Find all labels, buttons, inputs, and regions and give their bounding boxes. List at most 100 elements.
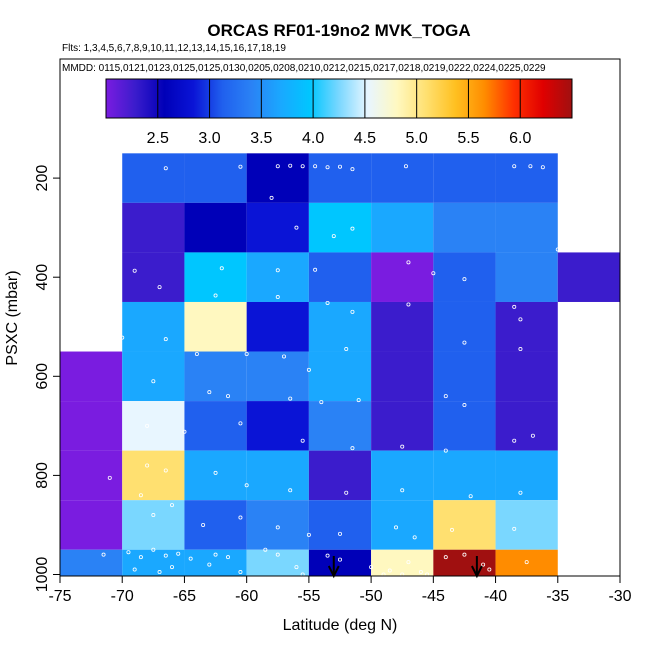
sample-point: [528, 164, 533, 169]
heatmap-cell: [246, 301, 309, 352]
sample-point: [512, 304, 517, 309]
sample-point: [344, 490, 349, 495]
sample-point: [462, 340, 467, 345]
sample-point: [462, 277, 467, 282]
sample-point: [182, 429, 187, 434]
sample-point: [138, 555, 143, 560]
heatmap-cells: [60, 153, 620, 576]
heatmap-cell: [433, 301, 496, 352]
heatmap-cell: [371, 500, 434, 550]
heatmap-cell: [371, 549, 434, 576]
sample-point: [540, 165, 545, 170]
sample-point: [169, 503, 174, 508]
colorbar-tick-label: 4.0: [302, 130, 324, 147]
heatmap-cell: [308, 153, 372, 203]
plot-frame: [59, 58, 621, 577]
sample-point: [294, 225, 299, 230]
heatmap-cell: [184, 202, 247, 253]
sample-point: [138, 493, 143, 498]
sample-point: [462, 552, 467, 557]
sample-point: [350, 167, 355, 172]
x-tick-label: -75: [48, 588, 71, 605]
sample-point: [468, 494, 473, 499]
sample-point: [213, 293, 218, 298]
heatmap-cell: [308, 401, 372, 451]
colorbar-gradient-bar: [105, 78, 573, 119]
sample-point: [350, 309, 355, 314]
x-tick-label: -45: [422, 588, 445, 605]
heatmap-cell: [495, 301, 558, 352]
heatmap-cell: [308, 500, 372, 550]
sample-point: [300, 438, 305, 443]
heatmap-cell: [246, 252, 309, 302]
colorbar-tick-label: 5.0: [406, 130, 428, 147]
sample-point: [337, 557, 342, 562]
heatmap-cell: [433, 549, 496, 576]
sample-point: [275, 525, 280, 530]
heatmap-cell: [495, 252, 558, 302]
sample-point: [406, 302, 411, 307]
sample-point: [300, 164, 305, 169]
heatmap-cell: [433, 500, 496, 550]
heatmap-cell: [495, 500, 558, 550]
y-tick-label: 200: [34, 165, 51, 192]
heatmap-cell: [60, 500, 123, 550]
sample-point: [344, 347, 349, 352]
dates-subtitle: MMDD: 0115,0121,0123,0125,0125,0130,0205…: [62, 63, 546, 74]
sample-point: [306, 532, 311, 537]
sample-point: [120, 335, 125, 340]
sample-point: [275, 295, 280, 300]
sample-point: [288, 163, 293, 168]
sample-point: [313, 267, 318, 272]
sample-point: [151, 547, 156, 552]
sample-point: [431, 271, 436, 276]
sample-point: [225, 394, 230, 399]
sample-point: [331, 234, 336, 239]
sample-point: [157, 285, 162, 290]
heatmap-cell: [246, 549, 309, 576]
sample-point: [275, 164, 280, 169]
chart-title: ORCAS RF01-19no2 MVK_TOGA: [207, 21, 470, 40]
sample-point: [238, 421, 243, 426]
sample-point: [151, 379, 156, 384]
heatmap-cell: [184, 153, 247, 203]
sample-point: [238, 515, 243, 520]
x-tick-label: -40: [484, 588, 507, 605]
heatmap-cell: [184, 401, 247, 451]
heatmap-cell: [495, 450, 558, 501]
sample-point: [481, 562, 486, 567]
sample-point: [393, 525, 398, 530]
x-axis: -75 -70 -65 -60 -55 -50 -45 -40 -35 -30: [48, 576, 632, 605]
sample-point: [412, 535, 417, 540]
x-tick-label: -60: [235, 588, 258, 605]
sample-point: [369, 565, 374, 570]
sample-point: [443, 555, 448, 560]
sample-point: [107, 475, 112, 480]
sample-point: [512, 438, 517, 443]
colorbar-tick-label: 2.5: [147, 130, 169, 147]
sample-point: [275, 552, 280, 557]
sample-point: [281, 354, 286, 359]
colorbar-tick-label: 6.0: [509, 130, 531, 147]
sample-point: [151, 513, 156, 518]
sample-point: [194, 352, 199, 357]
heatmap-cell: [495, 549, 558, 576]
sample-point: [207, 390, 212, 395]
heatmap-cell: [308, 252, 372, 302]
heatmap-cell: [308, 301, 372, 352]
sample-point: [294, 565, 299, 570]
y-axis-title: PSXC (mbar): [4, 270, 21, 365]
sample-point: [269, 195, 274, 200]
sample-point: [443, 448, 448, 453]
heatmap-cell: [557, 252, 620, 302]
heatmap-cell: [184, 549, 247, 576]
heatmap-cell: [122, 301, 185, 352]
sample-point: [163, 468, 168, 473]
heatmap-cell: [184, 252, 247, 302]
x-tick-label: -70: [111, 588, 134, 605]
heatmap-cell: [371, 450, 434, 501]
colorbar-tick-label: 3.5: [250, 130, 272, 147]
sample-point: [157, 570, 162, 575]
sample-point: [244, 483, 249, 488]
y-tick-label: 400: [34, 264, 51, 291]
